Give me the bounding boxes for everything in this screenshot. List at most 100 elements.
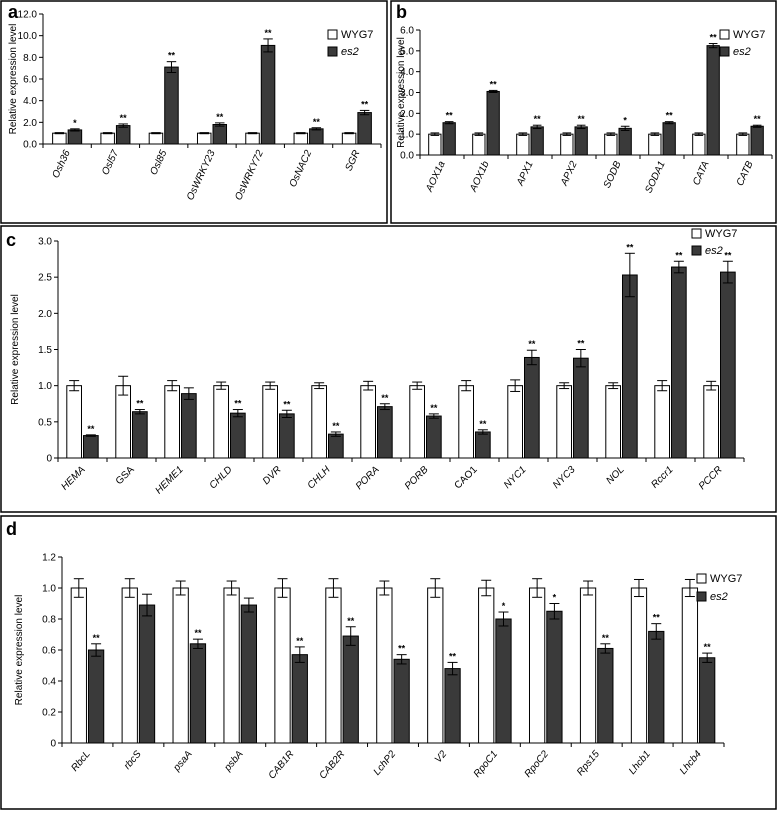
y-tick-label: 0 xyxy=(46,454,52,465)
bar-es2-OsWRKY72 xyxy=(260,44,276,145)
significance-mark: ** xyxy=(265,28,273,38)
bar-wyg7-PCCR xyxy=(703,385,719,459)
category-label-HEME1: HEME1 xyxy=(153,464,185,496)
category-label-Osh36: Osh36 xyxy=(50,148,73,180)
bar-es2-SGR xyxy=(357,112,372,145)
significance-mark: ** xyxy=(136,399,144,409)
legend-label-es2: es2 xyxy=(341,46,359,58)
chart-panel-b: b Relative expression level 0.0 1.0 2.0 3.0 4.… xyxy=(396,2,773,195)
category-label-SODA1: SODA1 xyxy=(643,160,667,195)
significance-mark: ** xyxy=(754,114,762,124)
category-label-CAO1: CAO1 xyxy=(453,464,480,491)
significance-mark: ** xyxy=(361,99,369,109)
significance-mark: ** xyxy=(577,339,585,349)
y-tick-label: 0.5 xyxy=(38,417,52,428)
category-label-Rps15: Rps15 xyxy=(575,749,602,779)
bar-es2-PORA xyxy=(377,406,393,459)
significance-mark: ** xyxy=(653,613,661,623)
significance-mark: ** xyxy=(194,628,202,638)
significance-mark: ** xyxy=(704,642,712,652)
category-label-OsWRKY72: OsWRKY72 xyxy=(233,148,266,202)
bar-es2-PCCR xyxy=(720,271,736,459)
panel-d-frame xyxy=(0,515,777,810)
bar-es2-CAB1R xyxy=(291,654,308,744)
category-label-DVR: DVR xyxy=(261,464,284,487)
bar-es2-CAO1 xyxy=(475,431,491,459)
legend-swatch-WYG7 xyxy=(691,228,702,239)
bar-wyg7-CHLH xyxy=(311,385,327,459)
bar-wyg7-NOL xyxy=(605,385,621,459)
bar-wyg7-NYC3 xyxy=(556,385,572,459)
bar-es2-NYC3 xyxy=(573,357,589,459)
y-axis-label: Relative expression level xyxy=(10,294,21,405)
y-tick-label: 1.0 xyxy=(38,381,52,392)
significance-mark: * xyxy=(73,118,77,128)
bar-wyg7-SGR xyxy=(341,132,357,145)
legend-swatch-es2 xyxy=(327,46,338,57)
y-tick-label: 1.0 xyxy=(42,584,56,595)
bar-es2-psbA xyxy=(240,604,258,744)
significance-mark: ** xyxy=(381,393,389,403)
bar-es2-SODA1 xyxy=(662,122,676,156)
bar-wyg7-NYC1 xyxy=(507,385,523,459)
panel-label-b: b xyxy=(396,2,407,22)
significance-mark: * xyxy=(623,115,627,125)
y-tick-label: 0 xyxy=(50,739,56,750)
bar-wyg7-RpoC2 xyxy=(528,587,546,744)
category-label-CHLH: CHLH xyxy=(306,464,334,492)
bar-es2-V2 xyxy=(444,668,461,744)
significance-mark: ** xyxy=(430,403,438,413)
significance-mark: ** xyxy=(626,242,634,252)
y-tick-label: 2.0 xyxy=(38,309,52,320)
bar-wyg7-Rps15 xyxy=(579,587,597,744)
bar-wyg7-CAB1R xyxy=(274,587,291,744)
bar-wyg7-rbcS xyxy=(121,587,138,744)
category-label-CAB2R: CAB2R xyxy=(318,749,348,782)
bar-wyg7-APX1 xyxy=(516,133,530,156)
bar-es2-HEME1 xyxy=(181,393,197,459)
category-label-CATA: CATA xyxy=(691,159,712,187)
bar-wyg7-HEMA xyxy=(66,385,83,459)
bar-es2-RpoC1 xyxy=(495,618,512,744)
legend-swatch-WYG7 xyxy=(327,29,338,40)
bar-wyg7-SODB xyxy=(604,133,618,156)
bar-es2-NYC1 xyxy=(524,356,540,459)
category-label-OsWRKY23: OsWRKY23 xyxy=(185,148,218,202)
legend-swatch-es2 xyxy=(691,245,702,256)
bar-wyg7-CAO1 xyxy=(458,385,474,459)
bar-es2-CAB2R xyxy=(342,635,359,744)
bar-wyg7-RpoC1 xyxy=(478,587,495,744)
bar-wyg7-OsWRKY23 xyxy=(196,132,212,145)
y-tick-label: 2.0 xyxy=(400,109,414,120)
bar-wyg7-PORB xyxy=(409,385,425,459)
bar-es2-Lhcb1 xyxy=(648,630,665,744)
bar-wyg7-psaA xyxy=(172,587,189,744)
significance-mark: ** xyxy=(578,114,586,124)
category-label-V2: V2 xyxy=(433,749,450,766)
legend-label-WYG7: WYG7 xyxy=(341,29,373,41)
bar-es2-PORB xyxy=(426,415,442,459)
category-label-NYC3: NYC3 xyxy=(551,464,578,491)
bar-wyg7-GSA xyxy=(115,385,132,459)
category-label-PCCR: PCCR xyxy=(697,464,725,492)
y-axis-label: Relative expression level xyxy=(14,595,25,706)
bar-es2-CHLD xyxy=(230,412,246,459)
bar-es2-RpoC2 xyxy=(546,610,563,744)
bar-wyg7-CATB xyxy=(736,133,750,156)
significance-mark: ** xyxy=(168,51,176,61)
y-tick-label: 0.0 xyxy=(400,151,414,162)
legend-label-WYG7: WYG7 xyxy=(705,228,737,240)
chart-panel-a: a Relative expression level 0.0 2.0 4.0 6.0 8.… xyxy=(8,2,382,202)
category-label-Rccr1: Rccr1 xyxy=(649,464,675,490)
category-label-OsNAC2: OsNAC2 xyxy=(288,148,315,189)
bar-wyg7-OsNAC2 xyxy=(293,132,309,145)
category-label-Lhcb4: Lhcb4 xyxy=(678,749,704,777)
y-tick-label: 4.0 xyxy=(400,67,414,78)
category-label-GSA: GSA xyxy=(114,464,137,487)
bar-es2-AOX1a xyxy=(442,122,456,156)
legend-swatch-es2 xyxy=(696,591,707,602)
y-tick-label: 8.0 xyxy=(23,53,37,64)
y-tick-label: 1.2 xyxy=(42,553,56,564)
significance-mark: ** xyxy=(398,644,406,654)
significance-mark: ** xyxy=(724,250,732,260)
